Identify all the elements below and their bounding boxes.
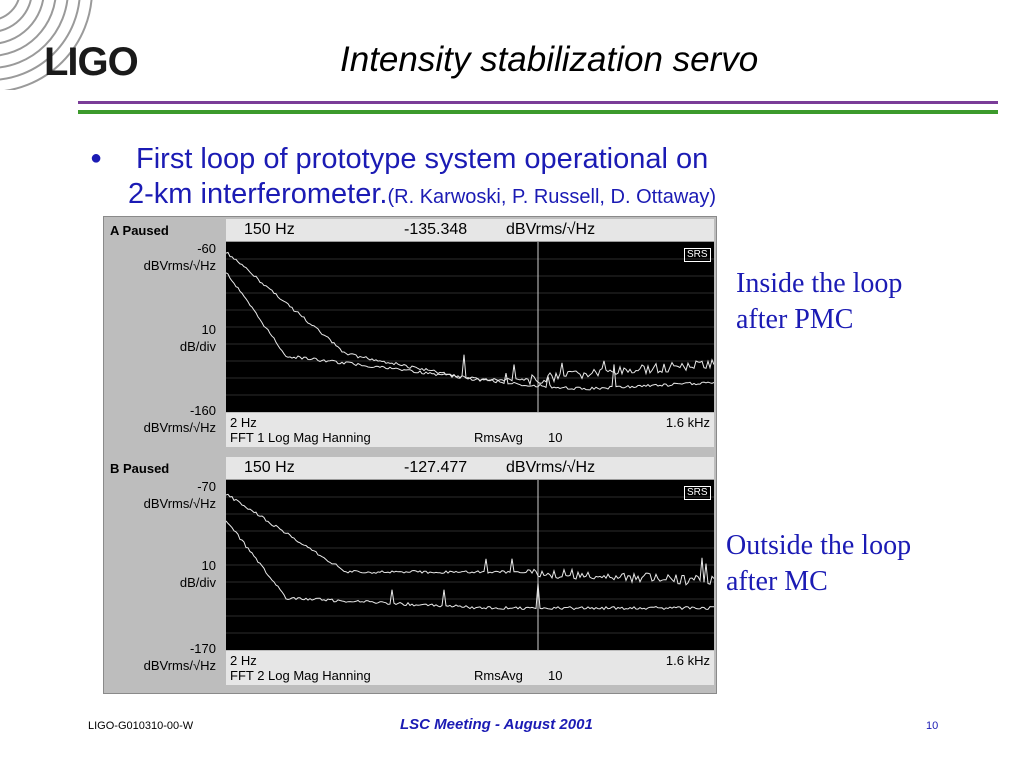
panel-b-srs-badge: SRS (684, 486, 711, 500)
panel-b-top-value: -70 (197, 479, 216, 494)
footer-page-number: 10 (926, 720, 939, 732)
panel-b-marker-freq: 150 Hz (244, 459, 295, 476)
panel-b-scale-unit: dB/div (179, 575, 216, 590)
panel-b-marker-value: -127.477 (404, 459, 468, 476)
panel-a-marker-value: -135.348 (404, 221, 468, 238)
bullet-credits: (R. Karwoski, P. Russell, D. Ottaway) (387, 186, 717, 208)
panel-a-avg-label: RmsAvg (474, 430, 523, 445)
panel-a-avg-count: 10 (548, 430, 563, 445)
panel-a-bottom-unit: dBVrms/√Hz (143, 420, 216, 435)
panel-b-trace-upper (226, 493, 714, 586)
bullet-line-2-main: 2-km interferometer. (128, 178, 388, 210)
panel-b-bottom-unit: dBVrms/√Hz (143, 658, 216, 673)
panel-b-avg-label: RmsAvg (474, 668, 523, 683)
ligo-logo: LIGO (44, 40, 139, 84)
panel-b-status: B Paused (110, 461, 170, 476)
footer-meeting: LSC Meeting - August 2001 (400, 716, 593, 733)
panel-a-trace-upper (226, 251, 714, 386)
panel-b-marker-unit: dBVrms/√Hz (506, 459, 596, 476)
note-inside-loop: Inside the loop after PMC (736, 266, 902, 338)
note-outside-line-2: after MC (726, 566, 828, 597)
panel-a-status: A Paused (110, 223, 169, 238)
panel-b-plot: SRS (226, 480, 714, 650)
panel-a-scale-unit: dB/div (179, 339, 216, 354)
panel-b-stop-freq: 1.6 kHz (665, 653, 710, 668)
footer-doc-id: LIGO-G010310-00-W (88, 720, 194, 732)
panel-a-trace-svg (226, 242, 714, 412)
panel-a-bottom-value: -160 (189, 403, 216, 418)
panel-a-top-value: -60 (197, 241, 216, 256)
panel-b-marker-bar: 150 Hz -127.477 dBVrms/√Hz (226, 457, 714, 480)
note-outside-loop: Outside the loop after MC (726, 528, 911, 600)
panel-b-avg-count: 10 (548, 668, 563, 683)
panel-a-top-unit: dBVrms/√Hz (143, 258, 216, 273)
panel-a-footer: 2 Hz 1.6 kHz FFT 1 Log Mag Hanning RmsAv… (226, 413, 714, 447)
panel-a-marker-unit: dBVrms/√Hz (506, 221, 596, 238)
panel-a-plot: SRS (226, 242, 714, 412)
slide-title: Intensity stabilization servo (340, 40, 759, 79)
panel-a-stop-freq: 1.6 kHz (665, 415, 710, 430)
panel-a-marker-freq: 150 Hz (244, 221, 295, 238)
panel-a-measurement: FFT 1 Log Mag Hanning (230, 430, 371, 445)
panel-b-trace-svg (226, 480, 714, 650)
bullet-line-2: 2-km interferometer.(R. Karwoski, P. Rus… (128, 178, 716, 211)
panel-a-scale-value: 10 (201, 322, 216, 337)
panel-b-measurement: FFT 2 Log Mag Hanning (230, 668, 371, 683)
title-rule-purple (78, 101, 998, 104)
bullet-dot-icon: ● (90, 147, 103, 169)
panel-b-trace-lower (226, 520, 714, 611)
panel-b-start-freq: 2 Hz (230, 653, 257, 668)
panel-a-start-freq: 2 Hz (230, 415, 257, 430)
title-rule-green (78, 110, 998, 114)
panel-a-srs-badge: SRS (684, 248, 711, 262)
note-inside-line-2: after PMC (736, 304, 854, 335)
note-inside-line-1: Inside the loop (736, 268, 903, 299)
spectrum-analyzer-screen: A Paused -60 dBVrms/√Hz 10 dB/div -160 d… (103, 216, 717, 694)
panel-a-marker-bar: 150 Hz -135.348 dBVrms/√Hz (226, 219, 714, 242)
panel-a: A Paused -60 dBVrms/√Hz 10 dB/div -160 d… (104, 217, 716, 453)
panel-b-scale-value: 10 (201, 558, 216, 573)
panel-b: B Paused -70 dBVrms/√Hz 10 dB/div -170 d… (104, 455, 716, 691)
panel-b-bottom-value: -170 (189, 641, 216, 656)
panel-a-trace-lower (226, 272, 714, 391)
panel-b-footer: 2 Hz 1.6 kHz FFT 2 Log Mag Hanning RmsAv… (226, 651, 714, 685)
note-outside-line-1: Outside the loop (726, 530, 912, 561)
bullet-line-1: First loop of prototype system operation… (136, 143, 709, 175)
panel-b-top-unit: dBVrms/√Hz (143, 496, 216, 511)
